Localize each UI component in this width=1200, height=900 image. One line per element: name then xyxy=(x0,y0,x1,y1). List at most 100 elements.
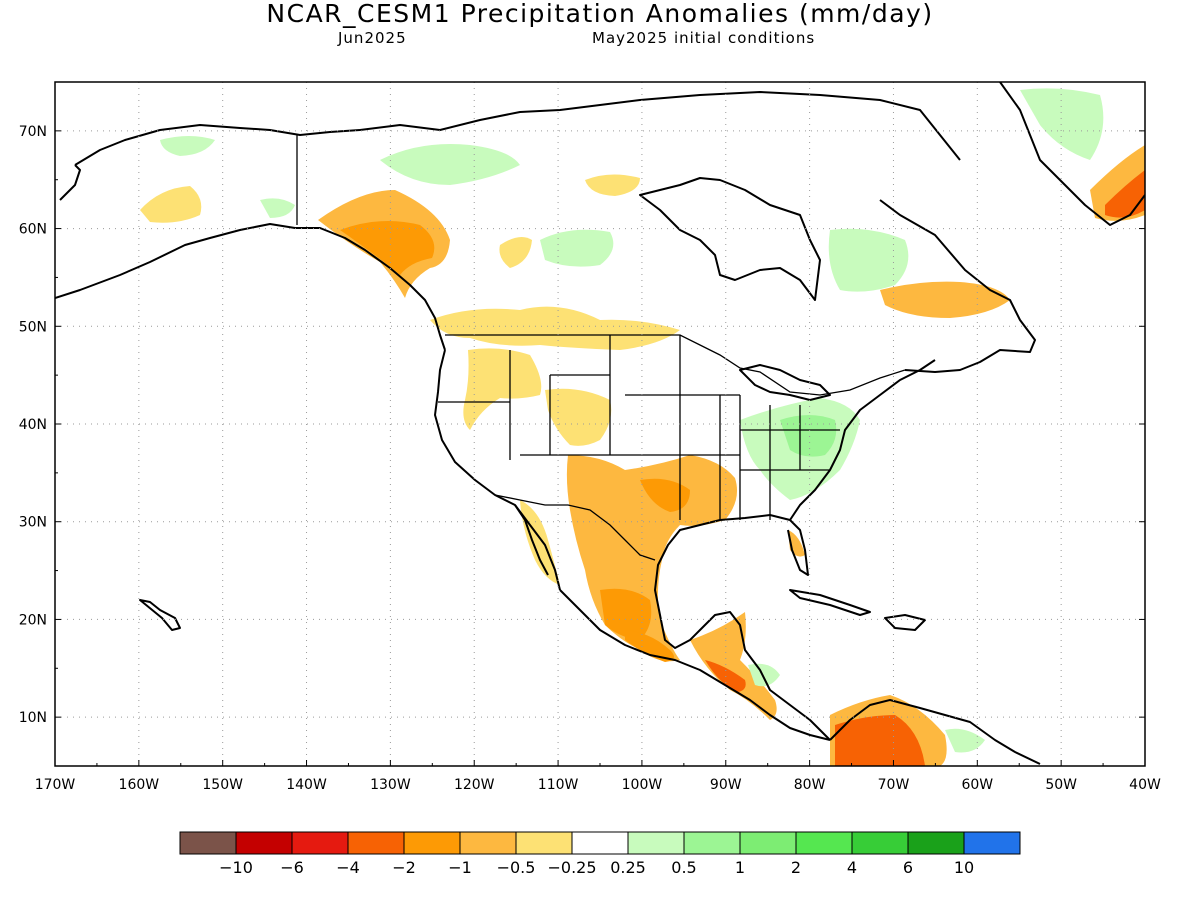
coast-greenland xyxy=(999,82,1145,226)
anomaly-north-slope-wet xyxy=(160,136,215,156)
colorbar-swatch xyxy=(347,831,405,855)
anomaly-appalachian-wet xyxy=(780,415,837,457)
political-borders xyxy=(296,135,906,561)
border-us-mexico xyxy=(494,494,656,561)
lat-label: 30N xyxy=(19,515,47,531)
lat-label: 20N xyxy=(19,612,47,628)
anomaly-yukon-wet xyxy=(260,198,295,218)
anomaly-nicaragua-wet xyxy=(748,663,780,687)
coast-hawaii xyxy=(139,599,181,631)
lon-label: 150W xyxy=(202,777,243,793)
colorbar-label: −0.5 xyxy=(497,858,536,877)
anomaly-greenland-north-wet xyxy=(1020,88,1104,160)
anomaly-quebec-wet xyxy=(828,228,909,292)
coast-great-lakes xyxy=(739,364,831,401)
axis-ticks: 70N 60N 50N 40N 30N 20N 10N 170W 160W 150W 140W 130… xyxy=(19,81,1161,793)
anomaly-venezuela-wet xyxy=(945,728,985,753)
coast-florida xyxy=(787,519,809,576)
lon-label: 170W xyxy=(35,777,76,793)
colorbar-swatch xyxy=(963,831,1021,855)
colorbar-swatch xyxy=(795,831,853,855)
coast-mexico-pacific xyxy=(559,589,831,741)
coast-baja xyxy=(514,504,549,576)
lon-label: 90W xyxy=(710,777,742,793)
colorbar-swatch xyxy=(739,831,797,855)
lon-label: 50W xyxy=(1045,777,1077,793)
initial-conditions: May2025 initial conditions xyxy=(592,29,816,47)
coastlines xyxy=(55,82,1145,765)
anomaly-labrador-dry xyxy=(880,281,1010,318)
lat-label: 50N xyxy=(19,319,47,335)
coast-hudson-bay xyxy=(639,177,821,301)
coast-cuba xyxy=(789,589,871,616)
colorbar: −10 −6 −4 −2 −1 −0.5 −0.25 0.25 0.5 1 2 4 6 10 xyxy=(179,831,1021,877)
colorbar-swatch xyxy=(291,831,349,855)
colorbar-swatch xyxy=(515,831,573,855)
colorbar-label: −6 xyxy=(280,858,304,877)
coast-hispaniola xyxy=(884,614,926,631)
lon-label: 110W xyxy=(538,777,579,793)
border-states-east xyxy=(739,395,840,520)
colorbar-label: 0.25 xyxy=(610,858,646,877)
colorbar-swatch xyxy=(459,831,517,855)
coast-alaska xyxy=(55,223,446,351)
lon-label: 100W xyxy=(622,777,663,793)
anomaly-colombia-very-dry xyxy=(835,715,925,766)
lon-label: 140W xyxy=(286,777,327,793)
anomaly-arctic-wet-1 xyxy=(380,144,520,185)
coast-alaska-west xyxy=(59,164,81,201)
coast-s-america-north xyxy=(829,699,1041,765)
colorbar-label: −2 xyxy=(392,858,416,877)
anomaly-arctic-wet-2 xyxy=(540,229,614,267)
lat-label: 70N xyxy=(19,124,47,140)
anomaly-mexico-core-dry xyxy=(600,588,652,640)
coast-us-west xyxy=(434,349,561,591)
colorbar-swatch xyxy=(627,831,685,855)
lon-label: 40W xyxy=(1129,777,1161,793)
colorbar-swatch xyxy=(571,831,629,855)
anomaly-bc-coast-drier xyxy=(340,221,435,275)
colorbar-label: −0.25 xyxy=(547,858,596,877)
anomaly-central-america-dry xyxy=(690,612,777,720)
anomaly-pnw-dry xyxy=(430,306,680,350)
anomaly-hudson-dry xyxy=(585,174,640,196)
coast-labrador xyxy=(879,199,1036,373)
border-us-canada xyxy=(445,334,906,396)
border-states-west xyxy=(438,335,740,520)
lon-label: 120W xyxy=(454,777,495,793)
lon-label: 130W xyxy=(370,777,411,793)
lat-label: 60N xyxy=(19,222,47,238)
colorbar-swatch xyxy=(907,831,965,855)
coast-alaska-north xyxy=(74,124,361,166)
colorbar-label: −4 xyxy=(336,858,360,877)
graticule xyxy=(55,82,1145,766)
colorbar-swatch xyxy=(851,831,909,855)
anomaly-texas-orange xyxy=(640,478,690,512)
anomaly-mexico-pacific-dry xyxy=(625,630,674,662)
colorbar-label: 6 xyxy=(903,858,913,877)
coast-us-east xyxy=(789,359,936,521)
lon-label: 160W xyxy=(119,777,160,793)
colorbar-label: 4 xyxy=(847,858,857,877)
lon-label: 60W xyxy=(961,777,993,793)
map-title: NCAR_CESM1 Precipitation Anomalies (mm/d… xyxy=(266,0,934,28)
colorbar-label: −10 xyxy=(219,858,253,877)
colorbar-label: 10 xyxy=(954,858,974,877)
coast-canada-arctic-1 xyxy=(359,91,961,161)
colorbar-label: 1 xyxy=(735,858,745,877)
colorbar-swatch xyxy=(683,831,741,855)
colorbar-label: −1 xyxy=(448,858,472,877)
anomaly-baja-dry xyxy=(520,500,560,585)
colorbar-swatch xyxy=(235,831,293,855)
anomaly-alaska-interior-dry xyxy=(140,186,202,223)
lat-label: 10N xyxy=(19,710,47,726)
forecast-month: Jun2025 xyxy=(338,29,407,47)
anomaly-interior-west-dry xyxy=(463,348,542,430)
colorbar-swatch xyxy=(403,831,461,855)
anomaly-shading xyxy=(140,88,1145,766)
anomaly-four-corners-dry xyxy=(545,388,612,446)
lon-label: 80W xyxy=(794,777,826,793)
coast-central-america-caribbean xyxy=(654,514,831,741)
anomaly-greenland-east-drier xyxy=(1105,170,1145,218)
